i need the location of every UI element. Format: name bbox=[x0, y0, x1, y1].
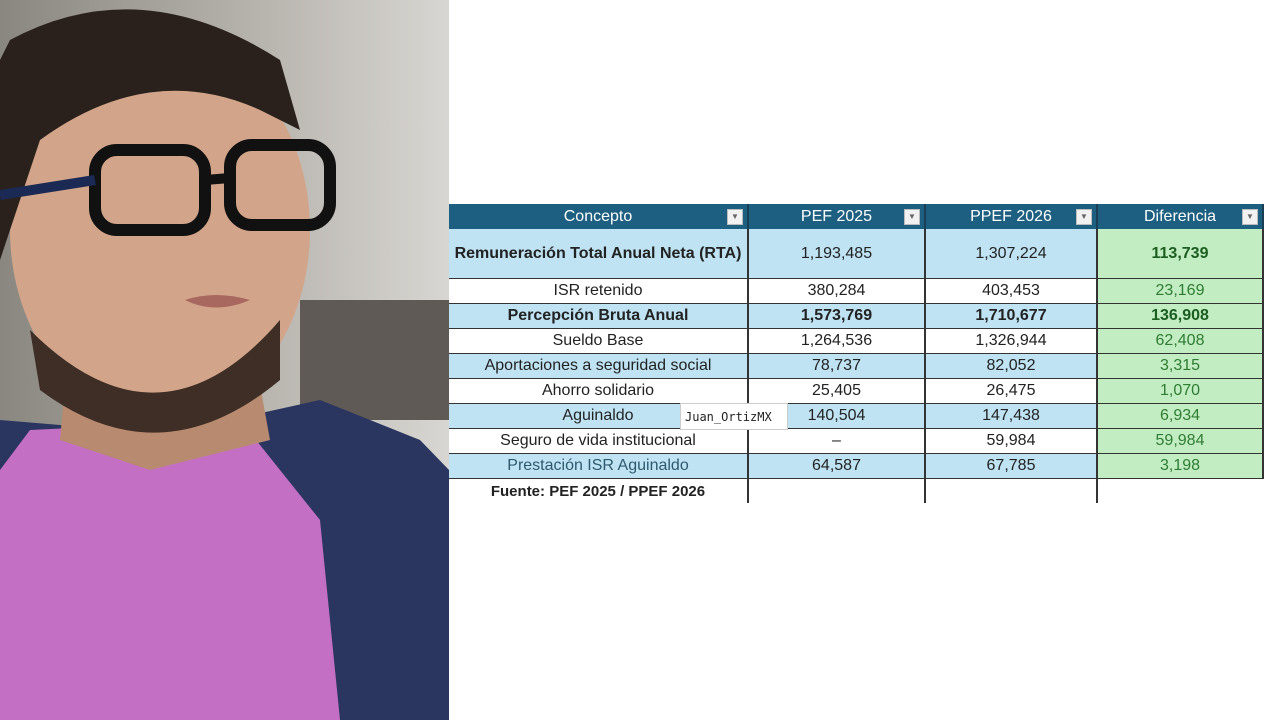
table-row: Seguro de vida institucional – 59,984 59… bbox=[449, 428, 1264, 454]
cell-diferencia: 6,934 bbox=[1097, 403, 1264, 429]
cell-pef2025: 25,405 bbox=[748, 378, 926, 404]
watermark-label: Juan_OrtizMX bbox=[680, 403, 788, 430]
cell-diferencia: 23,169 bbox=[1097, 278, 1264, 304]
cell-diferencia: 59,984 bbox=[1097, 428, 1264, 454]
cell-concepto: Percepción Bruta Anual bbox=[449, 303, 749, 329]
cell-pef2025: 1,264,536 bbox=[748, 328, 926, 354]
cell-ppef2026: 67,785 bbox=[925, 453, 1098, 479]
filter-dropdown-icon[interactable]: ▼ bbox=[904, 209, 920, 225]
cell-ppef2026: 59,984 bbox=[925, 428, 1098, 454]
cell-pef2025: 64,587 bbox=[748, 453, 926, 479]
cell-ppef2026: 1,326,944 bbox=[925, 328, 1098, 354]
cell-concepto: Sueldo Base bbox=[449, 328, 749, 354]
cell-concepto: Remuneración Total Anual Neta (RTA) bbox=[449, 229, 749, 279]
cell-diferencia: 136,908 bbox=[1097, 303, 1264, 329]
cell-pef2025: 380,284 bbox=[748, 278, 926, 304]
cell-ppef2026: 1,710,677 bbox=[925, 303, 1098, 329]
filter-dropdown-icon[interactable]: ▼ bbox=[1242, 209, 1258, 225]
table-row: Aguinaldo 140,504 147,438 6,934 bbox=[449, 403, 1264, 429]
column-header-ppef2026[interactable]: PPEF 2026 ▼ bbox=[925, 204, 1098, 229]
table-row: Sueldo Base 1,264,536 1,326,944 62,408 bbox=[449, 328, 1264, 354]
cell-pef2025: 78,737 bbox=[748, 353, 926, 379]
table-row: Remuneración Total Anual Neta (RTA) 1,19… bbox=[449, 229, 1264, 279]
cell-ppef2026: 1,307,224 bbox=[925, 229, 1098, 279]
table-row: Percepción Bruta Anual 1,573,769 1,710,6… bbox=[449, 303, 1264, 329]
cell-ppef2026: 147,438 bbox=[925, 403, 1098, 429]
cell-ppef2026: 82,052 bbox=[925, 353, 1098, 379]
table-row: Ahorro solidario 25,405 26,475 1,070 bbox=[449, 378, 1264, 404]
filter-dropdown-icon[interactable]: ▼ bbox=[1076, 209, 1092, 225]
table-header-row: Concepto ▼ PEF 2025 ▼ PPEF 2026 ▼ Diferenci… bbox=[449, 204, 1264, 229]
table-row: Prestación ISR Aguinaldo 64,587 67,785 3… bbox=[449, 453, 1264, 479]
table-row: ISR retenido 380,284 403,453 23,169 bbox=[449, 278, 1264, 304]
cell-concepto: Ahorro solidario bbox=[449, 378, 749, 404]
cell-pef2025: 1,573,769 bbox=[748, 303, 926, 329]
column-header-pef2025[interactable]: PEF 2025 ▼ bbox=[748, 204, 926, 229]
cell-ppef2026: 26,475 bbox=[925, 378, 1098, 404]
cell-concepto: Seguro de vida institucional bbox=[449, 428, 749, 454]
source-row: Fuente: PEF 2025 / PPEF 2026 bbox=[449, 478, 1263, 503]
column-header-concepto[interactable]: Concepto ▼ bbox=[449, 204, 749, 229]
empty-cell bbox=[748, 478, 926, 503]
empty-cell bbox=[925, 478, 1098, 503]
cell-diferencia: 3,315 bbox=[1097, 353, 1264, 379]
table-row: Aportaciones a seguridad social 78,737 8… bbox=[449, 353, 1264, 379]
source-note: Fuente: PEF 2025 / PPEF 2026 bbox=[449, 478, 749, 503]
portrait-photo bbox=[0, 0, 449, 720]
cell-diferencia: 1,070 bbox=[1097, 378, 1264, 404]
salary-comparison-table: Concepto ▼ PEF 2025 ▼ PPEF 2026 ▼ Diferenci… bbox=[449, 204, 1264, 503]
cell-concepto: ISR retenido bbox=[449, 278, 749, 304]
empty-cell bbox=[1097, 478, 1263, 503]
filter-dropdown-icon[interactable]: ▼ bbox=[727, 209, 743, 225]
cell-concepto: Prestación ISR Aguinaldo bbox=[449, 453, 749, 479]
cell-concepto: Aportaciones a seguridad social bbox=[449, 353, 749, 379]
cell-ppef2026: 403,453 bbox=[925, 278, 1098, 304]
column-header-diferencia[interactable]: Diferencia ▼ bbox=[1097, 204, 1264, 229]
cell-diferencia: 113,739 bbox=[1097, 229, 1264, 279]
cell-pef2025: 1,193,485 bbox=[748, 229, 926, 279]
cell-pef2025: – bbox=[748, 428, 926, 454]
cell-diferencia: 62,408 bbox=[1097, 328, 1264, 354]
cell-diferencia: 3,198 bbox=[1097, 453, 1264, 479]
